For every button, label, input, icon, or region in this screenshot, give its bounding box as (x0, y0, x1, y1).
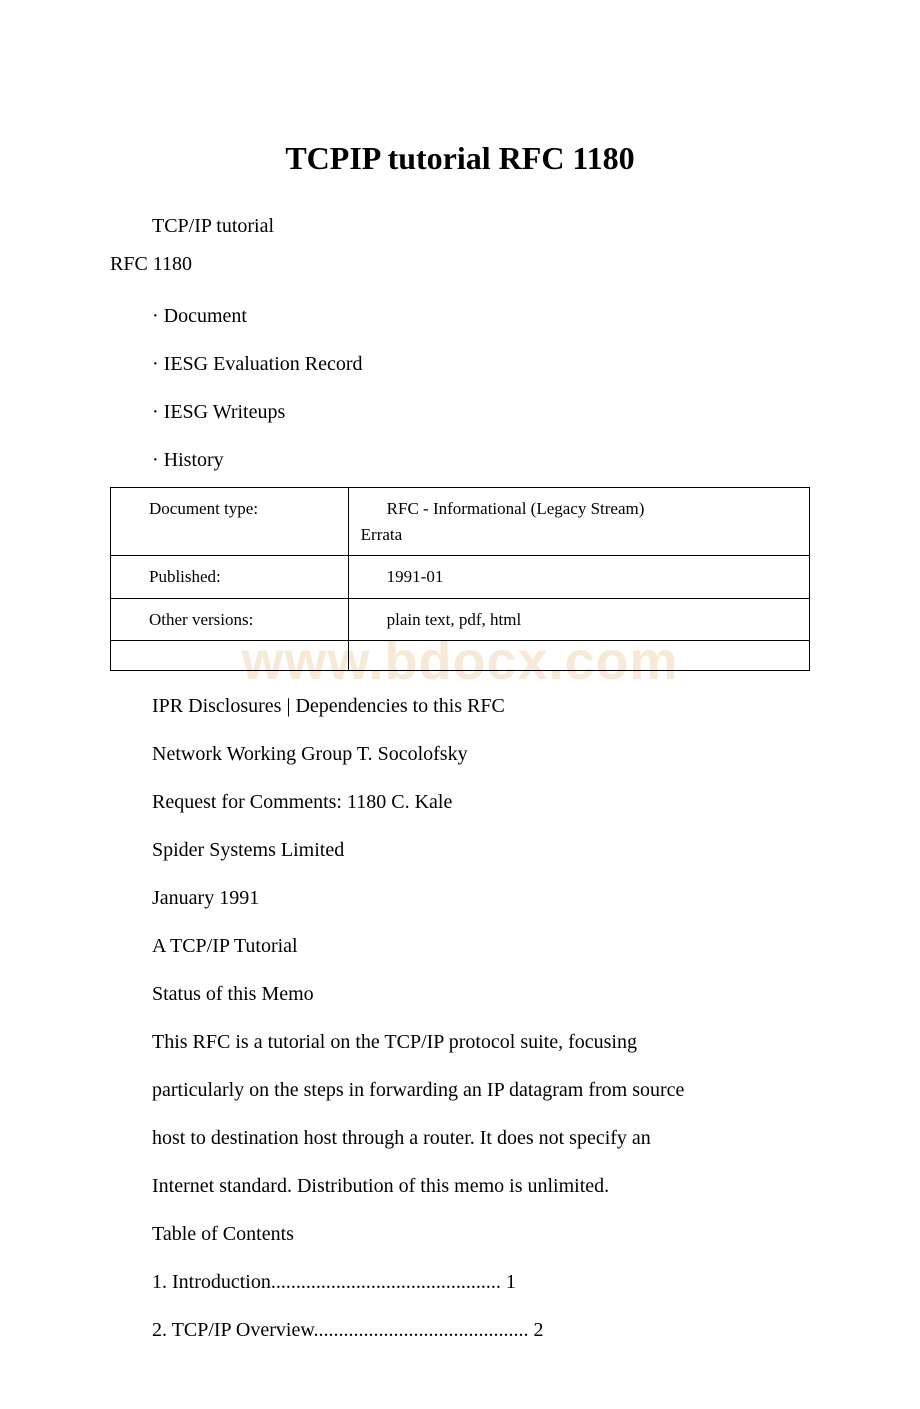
body-line: IPR Disclosures | Dependencies to this R… (110, 687, 810, 725)
body-line: This RFC is a tutorial on the TCP/IP pro… (110, 1023, 810, 1061)
body-line: Network Working Group T. Socolofsky (110, 735, 810, 773)
table-cell-value: plain text, pdf, html (348, 598, 809, 641)
body-line: particularly on the steps in forwarding … (110, 1071, 810, 1109)
nav-item: · IESG Writeups (110, 393, 810, 431)
table-cell-value: 1991-01 (348, 556, 809, 599)
body-line: Request for Comments: 1180 C. Kale (110, 783, 810, 821)
table-cell-empty (111, 641, 349, 671)
nav-item: · IESG Evaluation Record (110, 345, 810, 383)
table-row: Published: 1991-01 (111, 556, 810, 599)
table-cell-label: Published: (111, 556, 349, 599)
table-value-line: Errata (361, 522, 403, 548)
table-cell-label: Document type: (111, 488, 349, 556)
header-line-1: TCP/IP tutorial (110, 207, 810, 245)
table-cell-value: RFC - Informational (Legacy Stream) Erra… (348, 488, 809, 556)
page-title: TCPIP tutorial RFC 1180 (110, 140, 810, 177)
table-row: Document type: RFC - Informational (Lega… (111, 488, 810, 556)
metadata-table: Document type: RFC - Informational (Lega… (110, 487, 810, 671)
body-line: Table of Contents (110, 1215, 810, 1253)
header-line-2: RFC 1180 (110, 245, 810, 283)
body-line: host to destination host through a route… (110, 1119, 810, 1157)
table-cell-label: Other versions: (111, 598, 349, 641)
body-line: Status of this Memo (110, 975, 810, 1013)
nav-item: · History (110, 441, 810, 479)
body-line: Spider Systems Limited (110, 831, 810, 869)
table-row-empty (111, 641, 810, 671)
body-line: 1. Introduction.........................… (110, 1263, 810, 1301)
nav-item: · Document (110, 297, 810, 335)
table-cell-empty (348, 641, 809, 671)
body-line: January 1991 (110, 879, 810, 917)
body-line: 2. TCP/IP Overview......................… (110, 1311, 810, 1349)
body-line: A TCP/IP Tutorial (110, 927, 810, 965)
table-row: Other versions: plain text, pdf, html (111, 598, 810, 641)
body-line: Internet standard. Distribution of this … (110, 1167, 810, 1205)
table-value-line: RFC - Informational (Legacy Stream) (387, 499, 645, 518)
